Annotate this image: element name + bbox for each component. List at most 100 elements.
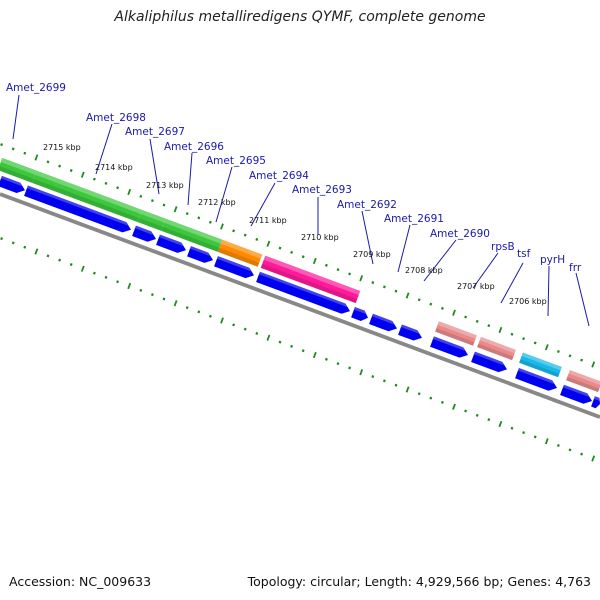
outer-tick-mark [394, 289, 398, 293]
genome-stats-text: Topology: circular; Length: 4,929,566 bp… [247, 574, 591, 589]
cds-arrow-shape [471, 351, 507, 373]
cds-arrow-shape [369, 313, 397, 332]
green-feature-block-shine [0, 157, 37, 175]
inner-tick-mark [162, 297, 166, 301]
kbp-tick-label: 2714 kbp [95, 163, 133, 172]
outer-tick-mark [429, 302, 433, 306]
cds-arrow-shape [591, 396, 600, 409]
kbp-tick-label: 2711 kbp [249, 216, 287, 225]
outer-tick-mark [556, 350, 560, 354]
inner-tick-mark [255, 331, 259, 335]
green-feature-block [160, 218, 223, 252]
outer-tick-mark [301, 255, 305, 259]
label-leader-line [500, 262, 524, 304]
accession-text: Accession: NC_009633 [9, 574, 152, 589]
green-feature-block-fill [0, 157, 37, 183]
salmon-feature-block-fill [435, 321, 477, 346]
backbone-highlight [0, 191, 600, 415]
green-feature-block-shine [163, 218, 223, 244]
label-leader-line [149, 138, 160, 195]
cds-arrow-shape [256, 271, 351, 314]
inner-tick-mark [139, 288, 143, 292]
inner-tick-mark [336, 362, 340, 366]
inner-tick-mark [266, 334, 271, 341]
orange-feature-block-shine [220, 239, 263, 259]
inner-tick-mark [522, 431, 526, 435]
cds-arrow-shape [187, 246, 213, 263]
inner-tick-mark [46, 254, 50, 258]
label-leader-line [215, 166, 233, 223]
outer-tick-mark [359, 275, 364, 282]
outer-tick-mark [591, 361, 596, 368]
gene-label-amet-2694: Amet_2694 [249, 170, 309, 182]
outer-tick-mark [46, 160, 50, 164]
cds-arrow [214, 256, 254, 279]
cyan-feature-block-shine [521, 352, 562, 371]
cds-arrow-shine [216, 256, 252, 272]
salmon-feature-block-fill [477, 336, 516, 361]
cds-arrow-shape [156, 234, 187, 253]
cds-arrow [369, 313, 397, 332]
cds-arrow-shape [24, 185, 131, 233]
green-feature-block-shine [34, 170, 143, 215]
outer-tick-mark [348, 272, 352, 276]
outer-tick-mark [220, 223, 224, 230]
cds-arrow-shape [398, 324, 423, 341]
cds-arrow-shine [158, 234, 184, 247]
outer-tick-mark [278, 246, 282, 250]
outer-tick-mark [405, 292, 410, 299]
magenta-feature-block-shade [260, 263, 358, 304]
gene-label-amet-2697: Amet_2697 [125, 126, 185, 138]
green-feature-block-shade [0, 166, 34, 183]
label-leader-line [472, 252, 499, 289]
outer-tick-mark [382, 285, 386, 289]
cds-arrow [398, 324, 423, 341]
inner-tick-mark [487, 418, 491, 422]
outer-tick-mark [197, 216, 201, 220]
gene-label-amet-2692: Amet_2692 [337, 199, 397, 211]
cds-arrow-shine [400, 324, 420, 334]
inner-tick-mark [580, 452, 584, 456]
inner-tick-mark [278, 340, 282, 344]
inner-tick-mark [0, 237, 4, 241]
outer-tick-mark [173, 206, 178, 213]
gene-label-amet-2693: Amet_2693 [292, 184, 352, 196]
cds-arrow [471, 351, 507, 373]
cds-arrow-shape [430, 336, 469, 358]
cds-arrow-shine [26, 185, 129, 226]
cds-arrow [591, 396, 600, 409]
inner-tick-mark [359, 369, 364, 376]
inner-tick-mark [290, 344, 294, 348]
outer-tick-mark [533, 341, 537, 345]
inner-tick-mark [556, 444, 560, 448]
inner-tick-mark [197, 310, 201, 314]
salmon-feature-block-fill [566, 369, 600, 393]
outer-tick-mark [544, 344, 549, 351]
inner-tick-mark [348, 366, 352, 370]
cds-arrow-shape [0, 175, 26, 194]
inner-tick-mark [11, 241, 15, 245]
cds-arrow [0, 175, 26, 194]
kbp-tick-label: 2710 kbp [301, 233, 339, 242]
inner-tick-mark [510, 426, 514, 430]
outer-tick-mark [324, 263, 328, 267]
cds-arrow [132, 225, 157, 242]
label-leader-line [423, 239, 457, 282]
outer-tick-mark [69, 168, 73, 172]
salmon-feature-block-shine [479, 336, 516, 354]
cds-arrow-shine [593, 396, 600, 401]
outer-tick-mark [127, 188, 132, 196]
green-feature-block [0, 157, 37, 183]
inner-tick-mark [464, 409, 468, 413]
orange-feature-block-fill [217, 239, 263, 267]
label-leader-line [397, 224, 411, 273]
inner-tick-mark [232, 323, 236, 327]
inner-tick-mark [301, 349, 305, 353]
kbp-tick-label: 2706 kbp [509, 297, 547, 306]
outer-tick-mark [104, 181, 108, 185]
outer-tick-mark [498, 326, 503, 334]
inner-tick-mark [394, 383, 398, 387]
outer-tick-mark [290, 250, 294, 254]
green-feature-block-fill [31, 170, 143, 223]
